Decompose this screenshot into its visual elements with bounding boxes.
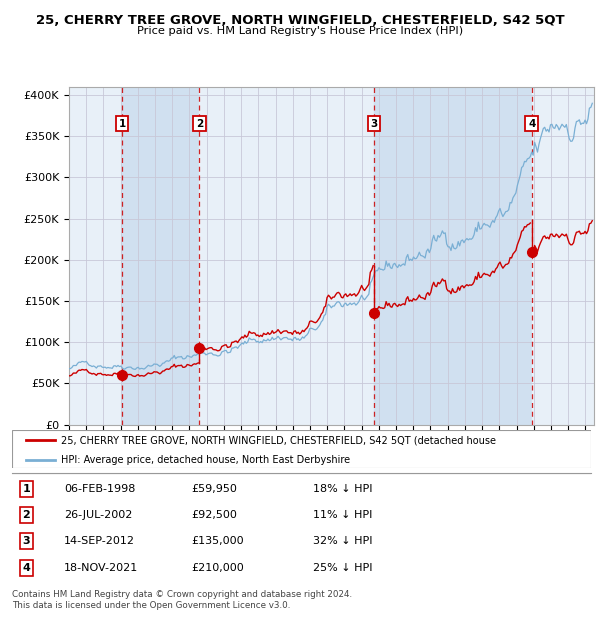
Bar [69,87,122,425]
Bar [199,87,374,425]
Text: 3: 3 [370,119,377,129]
Text: 32% ↓ HPI: 32% ↓ HPI [313,536,373,546]
Text: 2: 2 [196,119,203,129]
Text: 25% ↓ HPI: 25% ↓ HPI [313,563,373,573]
Bar [374,87,532,425]
Text: 25, CHERRY TREE GROVE, NORTH WINGFIELD, CHESTERFIELD, S42 5QT: 25, CHERRY TREE GROVE, NORTH WINGFIELD, … [35,14,565,27]
Text: 1: 1 [23,484,31,494]
Text: 25, CHERRY TREE GROVE, NORTH WINGFIELD, CHESTERFIELD, S42 5QT (detached house: 25, CHERRY TREE GROVE, NORTH WINGFIELD, … [61,435,496,445]
Text: 18-NOV-2021: 18-NOV-2021 [64,563,139,573]
Text: 14-SEP-2012: 14-SEP-2012 [64,536,135,546]
Text: Contains HM Land Registry data © Crown copyright and database right 2024.
This d: Contains HM Land Registry data © Crown c… [12,590,352,609]
Text: 4: 4 [528,119,535,129]
Text: 3: 3 [23,536,30,546]
Text: 26-JUL-2002: 26-JUL-2002 [64,510,133,520]
Text: Price paid vs. HM Land Registry's House Price Index (HPI): Price paid vs. HM Land Registry's House … [137,26,463,36]
Bar [122,87,199,425]
Text: HPI: Average price, detached house, North East Derbyshire: HPI: Average price, detached house, Nort… [61,454,350,464]
Bar [532,87,594,425]
Text: 18% ↓ HPI: 18% ↓ HPI [313,484,373,494]
Text: 4: 4 [23,563,31,573]
Text: £59,950: £59,950 [191,484,238,494]
Text: 06-FEB-1998: 06-FEB-1998 [64,484,136,494]
Text: £135,000: £135,000 [191,536,244,546]
Text: 2: 2 [23,510,31,520]
Text: 1: 1 [119,119,126,129]
Text: £92,500: £92,500 [191,510,238,520]
Text: £210,000: £210,000 [191,563,244,573]
Text: 11% ↓ HPI: 11% ↓ HPI [313,510,373,520]
